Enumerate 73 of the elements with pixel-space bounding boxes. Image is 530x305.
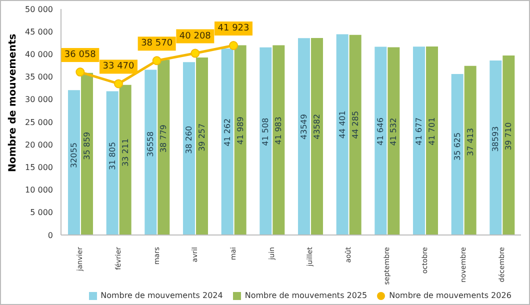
data-label: 41 989	[236, 116, 245, 145]
data-label: 35 859	[82, 132, 92, 160]
bar	[272, 45, 285, 235]
y-axis-title: Nombre de mouvements	[8, 34, 19, 172]
data-label: 37 413	[466, 128, 475, 156]
data-label: 41 262	[222, 118, 232, 146]
bar	[119, 84, 132, 235]
bar	[260, 47, 272, 235]
bar	[336, 34, 348, 235]
data-label: 36 058	[64, 50, 96, 60]
legend-label: Nombre de mouvements 2025	[244, 291, 368, 300]
data-label: 32055	[70, 142, 78, 168]
data-label: 43582	[312, 114, 322, 140]
data-label: 36558	[146, 131, 156, 157]
data-label: 38 260	[184, 126, 194, 154]
legend-label: Nombre de mouvements 2026	[389, 291, 512, 300]
point	[229, 41, 238, 50]
y-tick-label: 40 000	[25, 50, 53, 60]
bar	[413, 46, 425, 235]
bar	[68, 90, 80, 235]
y-tick-label: 45 000	[25, 27, 53, 36]
y-tick-label: 50 000	[25, 4, 53, 14]
bar	[81, 72, 93, 235]
data-label: 31 805	[108, 142, 117, 170]
bar	[374, 46, 387, 235]
data-label: 38 570	[141, 38, 173, 49]
point	[76, 68, 85, 77]
y-tick-label: 5 000	[30, 208, 53, 218]
data-label: 44 285	[350, 110, 360, 139]
y-tick-label: 0	[48, 230, 53, 240]
y-tick-label: 15 000	[25, 163, 53, 172]
data-label: 43549	[300, 114, 308, 140]
data-label: 41 701	[428, 117, 436, 146]
data-label: 41 983	[274, 116, 284, 145]
data-label: 41 532	[389, 118, 398, 146]
data-label: 44 401	[338, 110, 347, 139]
data-label: 38 779	[159, 124, 168, 153]
point	[190, 48, 200, 58]
data-label: 39 710	[504, 122, 514, 150]
bar	[451, 74, 464, 235]
bar	[464, 66, 476, 235]
y-tick-label: 25 000	[25, 118, 53, 127]
point	[114, 79, 123, 88]
bar	[490, 60, 502, 235]
data-label: 33 470	[102, 62, 135, 72]
y-tick-label: 20 000	[25, 140, 53, 150]
bar	[426, 46, 438, 235]
bar	[311, 38, 323, 235]
y-tick-label: 30 000	[25, 95, 53, 104]
data-label: 41 923	[218, 24, 250, 34]
data-label: 35 625	[452, 132, 462, 160]
bar	[221, 48, 234, 235]
bar	[234, 45, 246, 235]
bar	[183, 62, 195, 235]
bar	[349, 34, 362, 235]
data-label: 41 508	[261, 118, 270, 146]
data-label: 41 646	[376, 117, 386, 146]
data-label: 33 211	[120, 138, 130, 166]
data-label: 38593	[491, 126, 500, 152]
bar	[158, 60, 170, 235]
y-tick-label: 10 000	[25, 186, 53, 195]
data-label: 40 208	[179, 31, 212, 42]
point	[152, 56, 162, 66]
data-label: 39 257	[198, 123, 206, 152]
bar	[196, 58, 208, 235]
bar	[298, 38, 310, 235]
data-label: 41 677	[414, 117, 424, 146]
bar	[502, 56, 515, 235]
bar	[106, 91, 118, 235]
bar	[144, 70, 157, 235]
y-tick-label: 35 000	[25, 72, 53, 82]
legend-label: Nombre de mouvements 2024	[100, 291, 223, 300]
bar	[388, 47, 400, 235]
